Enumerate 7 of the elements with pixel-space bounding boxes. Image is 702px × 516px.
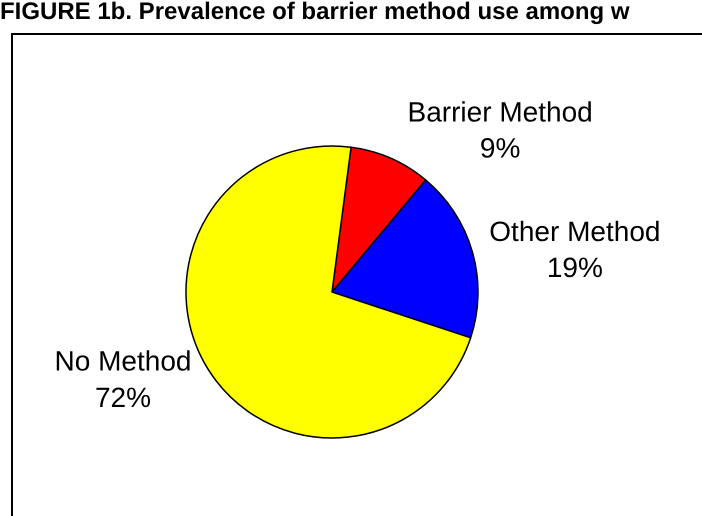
data-label: 72%: [94, 382, 152, 413]
data-label: 9%: [480, 132, 520, 164]
data-label: 19%: [546, 252, 603, 284]
slice-label: Other Method: [489, 216, 660, 247]
slice-label: No Method: [54, 345, 192, 376]
slice-label: Barrier Method: [408, 96, 593, 128]
chart-title: FIGURE 1b. Prevalence of barrier method use among w: [0, 0, 630, 25]
